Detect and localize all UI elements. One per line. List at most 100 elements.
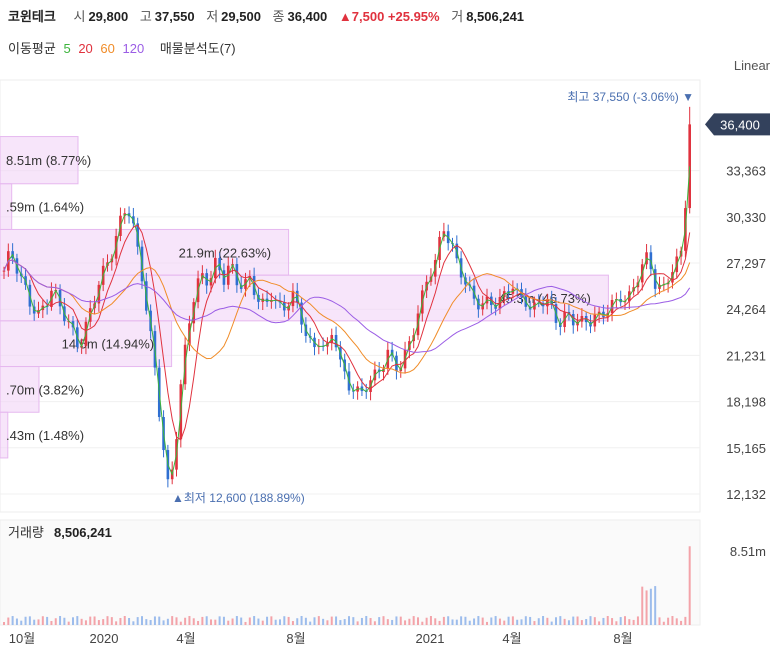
volume-bar	[300, 616, 303, 625]
volume-profile-label: 21.9m (22.63%)	[179, 245, 272, 260]
high-label: 고	[139, 9, 152, 24]
volume-bar	[28, 616, 31, 625]
volume-bar	[395, 616, 398, 625]
ma5-line	[3, 166, 691, 477]
volume-bar	[24, 616, 27, 625]
volume-bar	[572, 616, 575, 625]
volume-profile-label: .43m (1.48%)	[6, 428, 84, 443]
volume-bar	[279, 619, 281, 625]
volume-bar	[20, 620, 23, 625]
volume-tick-label: 8.51m	[730, 544, 766, 559]
volume-bar	[7, 617, 10, 625]
x-tick-label: 4월	[502, 631, 521, 646]
volume-bar	[210, 619, 212, 625]
volume-bar	[84, 620, 87, 625]
ma60-label[interactable]: 60	[100, 41, 115, 56]
volume-bar	[240, 617, 243, 625]
volume-value: 8,506,241	[466, 9, 525, 24]
volume-bar	[632, 619, 635, 625]
volume-profile-label[interactable]: 매물분석도(7)	[159, 41, 236, 56]
volume-bar	[274, 619, 277, 625]
y-tick-label: 27,297	[726, 256, 766, 271]
volume-bar	[266, 616, 269, 625]
scale-toggle[interactable]: Linear	[733, 58, 770, 73]
volume-bar	[188, 616, 191, 625]
volume-bar	[330, 616, 333, 625]
volume-bar	[373, 621, 376, 625]
x-tick-label: 2020	[90, 631, 119, 646]
volume-bar	[507, 616, 510, 625]
x-tick-label: 8월	[613, 631, 632, 646]
volume-bar	[386, 619, 389, 625]
volume-bar	[675, 618, 678, 625]
volume-bar	[593, 617, 596, 625]
volume-bar	[145, 619, 148, 625]
volume-bar	[636, 616, 639, 625]
volume-bar	[93, 616, 96, 625]
ma20-label[interactable]: 20	[78, 41, 93, 56]
last-price-tag	[705, 113, 770, 136]
volume-profile-label: .59m (1.64%)	[6, 200, 84, 215]
volume-bar	[602, 617, 605, 625]
x-tick-label: 4월	[176, 631, 195, 646]
volume-bar	[313, 617, 316, 625]
volume-profile-label: 14.5m (14.94%)	[62, 337, 155, 352]
ma20-line	[3, 224, 691, 441]
volume-bar	[102, 619, 105, 625]
volume-bar	[184, 617, 187, 625]
volume-bar	[37, 619, 40, 625]
volume-bar	[80, 618, 83, 625]
volume-bar	[580, 620, 583, 625]
volume-bar	[576, 616, 579, 625]
y-tick-label: 12,132	[726, 487, 766, 502]
x-tick-label: 10월	[9, 631, 35, 646]
volume-bar	[585, 619, 588, 625]
volume-bar	[645, 590, 648, 625]
volume-bar	[615, 621, 618, 625]
volume-bar	[11, 616, 14, 625]
volume-bar	[72, 617, 74, 625]
volume-bar	[248, 617, 251, 625]
volume-bar	[123, 616, 126, 625]
volume-bar	[46, 616, 49, 625]
ma5-label[interactable]: 5	[63, 41, 71, 56]
volume-bar	[175, 617, 178, 625]
volume-bar	[511, 616, 514, 625]
volume-bar	[257, 618, 260, 625]
volume-bar	[498, 618, 501, 625]
close-label: 종	[272, 9, 285, 24]
volume-bar	[162, 620, 165, 625]
volume-bar	[680, 620, 683, 625]
volume-bar	[619, 617, 622, 625]
volume-bar	[270, 616, 273, 625]
ma120-label[interactable]: 120	[122, 41, 145, 56]
volume-bar	[197, 620, 200, 625]
volume-bar	[658, 617, 661, 625]
volume-bar	[438, 620, 441, 625]
volume-bar	[158, 616, 161, 625]
volume-bar	[417, 617, 419, 625]
volume-bar	[291, 621, 294, 625]
y-tick-label: 24,264	[726, 302, 766, 317]
low-label: 저	[206, 9, 219, 24]
low-annotation: ▲최저 12,600 (188.89%)	[172, 491, 305, 505]
volume-bar	[304, 617, 307, 625]
ma-label[interactable]: 이동평균	[8, 41, 56, 56]
volume-bar	[520, 619, 523, 625]
volume-bar	[382, 616, 385, 625]
volume-bar	[546, 617, 549, 625]
volume-profile-bar	[0, 366, 40, 413]
volume-bar	[567, 620, 570, 625]
volume-bar	[296, 618, 299, 625]
volume-bar	[360, 617, 363, 625]
volume-bar	[153, 616, 156, 625]
volume-bar	[110, 617, 113, 625]
x-tick-label: 8월	[286, 631, 305, 646]
volume-bar	[326, 620, 329, 625]
volume-bar	[119, 617, 122, 625]
volume-bar	[369, 618, 372, 625]
ma60-line	[3, 259, 691, 374]
indicator-bar[interactable]: 이동평균 5 20 60 120 매물분석도(7)	[8, 38, 240, 57]
volume-bar	[628, 619, 631, 625]
